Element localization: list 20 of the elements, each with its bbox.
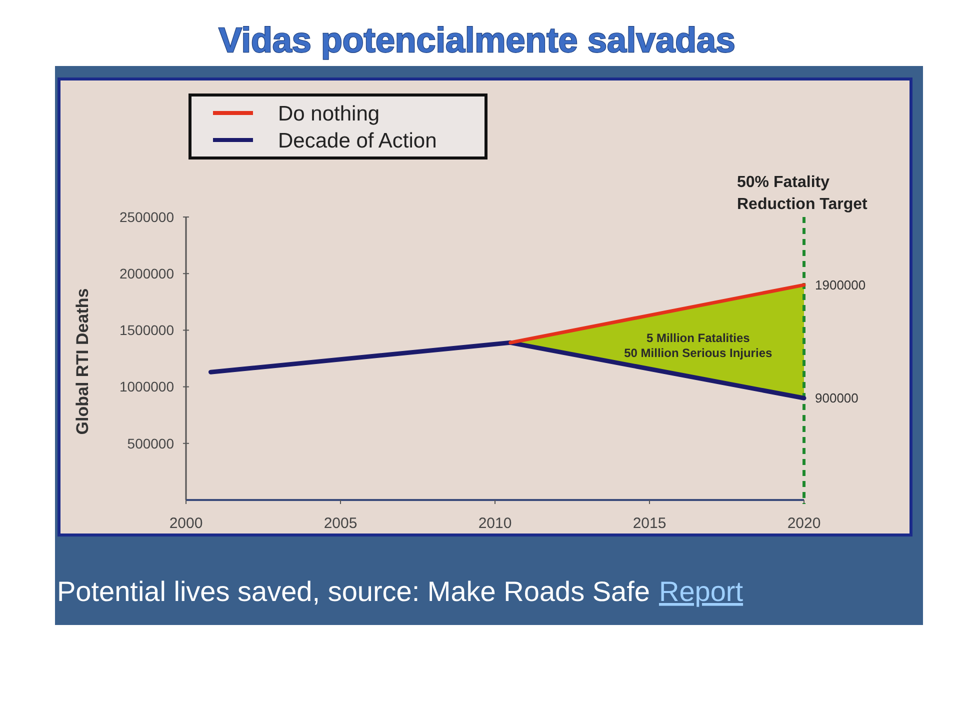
data-label: 1900000 [815, 277, 866, 292]
x-tick-label: 2020 [787, 515, 821, 532]
text: Potential lives saved, source: Make Roads Safe [57, 576, 650, 607]
x-tick-label: 2010 [478, 515, 512, 532]
data-label: 900000 [815, 390, 858, 406]
x-tick-label: 2015 [632, 515, 666, 532]
y-tick-label: 1500000 [119, 322, 174, 338]
y-tick-label: 2500000 [119, 208, 174, 225]
y-tick-label: 500000 [127, 435, 174, 452]
text: Report [658, 576, 744, 607]
legend-label: Decade of Action [278, 129, 437, 152]
y-tick-label: 2000000 [119, 266, 174, 282]
x-tick-label: 2000 [169, 515, 203, 532]
ref-line-label: 50% Fatality Reduction Target [737, 174, 868, 213]
legend-label: Do nothing [278, 102, 380, 126]
annotation: 5 Million Fatalities 50 Million Serious Injuries [624, 331, 772, 360]
chart-title: Vidas potencialmente salvadas [218, 21, 736, 60]
y-axis-title: Global RTI Deaths [73, 288, 92, 435]
y-tick-label: 1000000 [119, 378, 174, 395]
x-tick-label: 2005 [324, 515, 358, 532]
